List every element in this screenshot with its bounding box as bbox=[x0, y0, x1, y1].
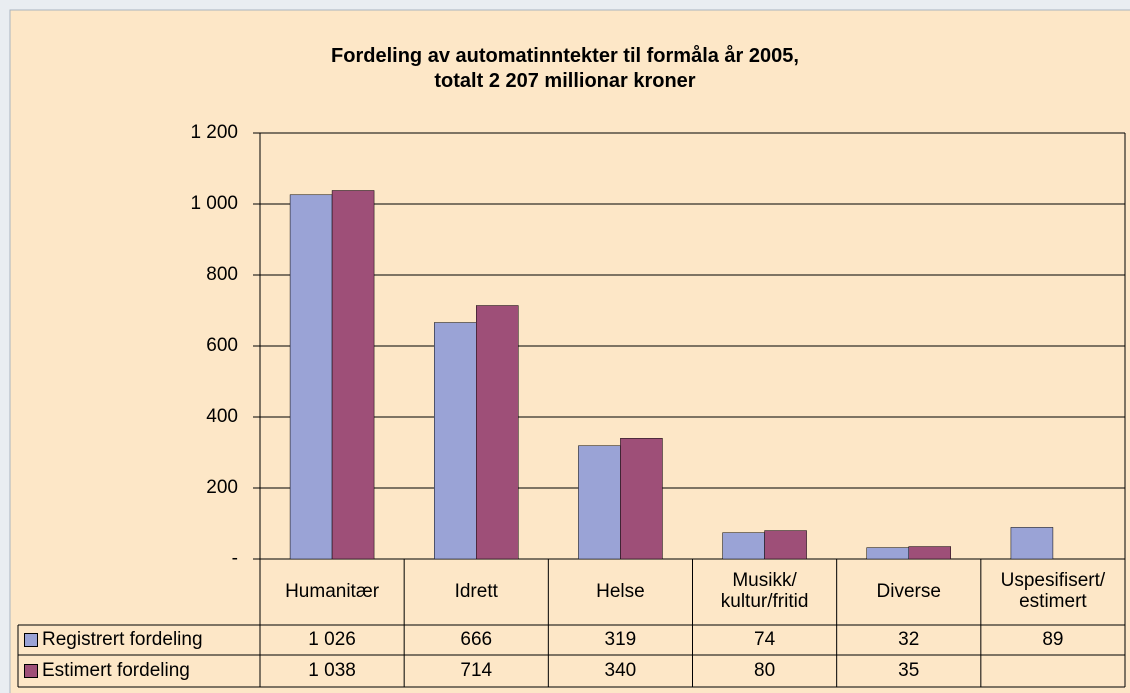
bar bbox=[866, 547, 909, 560]
bar bbox=[289, 194, 333, 560]
category-label: Humanitær bbox=[285, 580, 380, 602]
y-tick-label: 200 bbox=[206, 477, 238, 498]
legend-entry: Estimert fordeling bbox=[20, 655, 190, 687]
chart-title: Fordeling av automatinntekter til formål… bbox=[331, 45, 799, 92]
y-tick-label: 1 000 bbox=[190, 193, 238, 214]
category-label: Musikk/ kultur/fritid bbox=[720, 570, 809, 612]
y-tick-label: 1 200 bbox=[190, 122, 238, 143]
legend-label: Estimert fordeling bbox=[42, 660, 190, 681]
data-table-value: 1 026 bbox=[308, 628, 356, 650]
category-label: Uspesifisert/ estimert bbox=[1000, 570, 1106, 612]
legend-label: Registrert fordeling bbox=[42, 629, 203, 650]
bar bbox=[434, 322, 477, 560]
data-table-value: 319 bbox=[604, 628, 637, 650]
legend-entry: Registrert fordeling bbox=[20, 625, 203, 655]
data-table-value: 80 bbox=[754, 659, 776, 681]
bar bbox=[476, 305, 519, 560]
bar bbox=[764, 530, 807, 560]
legend-swatch bbox=[24, 633, 38, 647]
y-tick-label: - bbox=[232, 548, 238, 569]
data-table-value: 1 038 bbox=[308, 659, 356, 681]
category-label: Idrett bbox=[454, 580, 498, 602]
bar bbox=[908, 546, 951, 560]
bar bbox=[331, 190, 375, 560]
y-tick-label: 600 bbox=[206, 335, 238, 356]
legend-swatch bbox=[24, 664, 38, 678]
data-table-value: 714 bbox=[460, 659, 493, 681]
bar bbox=[620, 438, 663, 560]
chart-background bbox=[9, 9, 1130, 693]
data-table-value: 74 bbox=[754, 628, 776, 650]
data-table-value: 35 bbox=[898, 659, 920, 681]
bar bbox=[578, 445, 621, 560]
y-tick-label: 400 bbox=[206, 406, 238, 427]
data-table-value: 666 bbox=[460, 628, 493, 650]
data-table-value: 340 bbox=[604, 659, 637, 681]
bar bbox=[722, 532, 765, 560]
bar bbox=[1010, 527, 1054, 560]
category-label: Diverse bbox=[876, 580, 941, 602]
y-tick-label: 800 bbox=[206, 264, 238, 285]
category-label: Helse bbox=[596, 580, 645, 602]
data-table-value: 89 bbox=[1042, 628, 1064, 650]
data-table-value: 32 bbox=[898, 628, 920, 650]
